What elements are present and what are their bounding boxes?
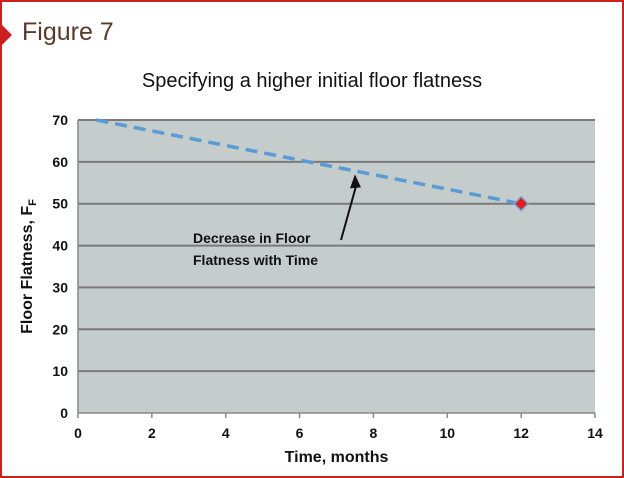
y-axis-label: Floor Flatness, FF: [19, 199, 39, 334]
y-tick-60: 60: [52, 154, 68, 170]
annotation-group: Decrease in Floor Flatness with Time: [193, 174, 361, 268]
y-tick-0: 0: [60, 405, 68, 421]
x-tick-6: 6: [296, 425, 304, 441]
x-tick-8: 8: [370, 425, 378, 441]
y-tick-40: 40: [52, 238, 68, 254]
y-tick-30: 30: [52, 279, 68, 295]
y-tick-50: 50: [52, 196, 68, 212]
y-tick-labels: 0 10 20 30 40 50 60 70: [52, 112, 68, 421]
x-tick-12: 12: [513, 425, 529, 441]
y-axis-label-subscript: F: [27, 199, 39, 206]
y-tick-10: 10: [52, 363, 68, 379]
plot-area: [78, 120, 595, 413]
x-tick-labels: 0 2 4 6 8 10 12 14: [74, 425, 603, 441]
series-group: [96, 118, 530, 212]
figure-marker: [0, 23, 12, 47]
x-tick-14: 14: [587, 425, 603, 441]
y-tick-20: 20: [52, 321, 68, 337]
annotation-arrow-head: [349, 174, 361, 189]
y-axis-label-main: Floor Flatness, F: [19, 206, 36, 334]
annotation-line-2: Flatness with Time: [193, 252, 318, 268]
x-tick-2: 2: [148, 425, 156, 441]
annotation-arrow-shaft: [340, 186, 357, 241]
annotation-line-1: Decrease in Floor: [193, 230, 311, 246]
axes: [77, 120, 596, 418]
x-tick-4: 4: [222, 425, 230, 441]
chart-title: Specifying a higher initial floor flatne…: [141, 70, 483, 92]
end-marker-diamond: [513, 195, 530, 212]
x-axis-label: Time, months: [285, 449, 389, 466]
grid-lines: [78, 119, 595, 373]
x-tick-0: 0: [74, 425, 82, 441]
series-line-0: [96, 118, 522, 206]
y-tick-70: 70: [52, 112, 68, 128]
figure-label: Figure 7: [22, 18, 114, 46]
x-tick-10: 10: [439, 425, 455, 441]
